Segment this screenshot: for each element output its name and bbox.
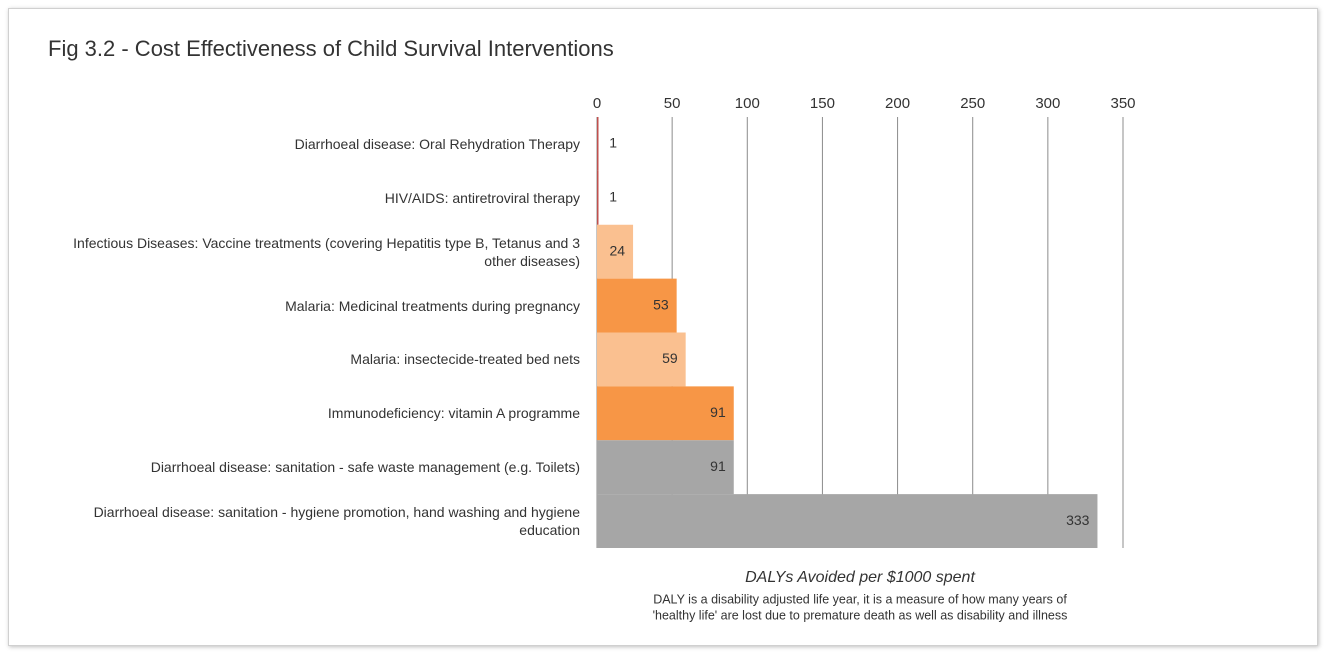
bar	[597, 332, 686, 387]
data-label: 91	[710, 404, 726, 420]
x-tick-label: 150	[810, 95, 835, 112]
bar	[597, 386, 734, 441]
y-tick-label: Malaria: insectecide-treated bed nets	[350, 351, 580, 368]
data-label: 24	[609, 242, 625, 258]
x-tick-label: 250	[960, 95, 985, 112]
bar	[597, 170, 599, 225]
y-tick-label: Malaria: Medicinal treatments during pre…	[285, 297, 580, 314]
x-tick-label: 0	[593, 95, 601, 112]
x-tick-label: 200	[885, 95, 910, 112]
x-axis-title: DALYs Avoided per $1000 spent	[745, 569, 975, 586]
data-label: 53	[653, 296, 669, 312]
y-tick-label: HIV/AIDS: antiretroviral therapy	[384, 189, 580, 206]
y-tick-label: Diarrhoeal disease: Oral Rehydration The…	[294, 135, 580, 152]
chart-title: Fig 3.2 - Cost Effectiveness of Child Su…	[48, 36, 614, 61]
note-line: 'healthy life' are lost due to premature…	[653, 608, 1068, 622]
x-tick-label: 50	[664, 95, 681, 112]
x-tick-label: 350	[1110, 95, 1135, 112]
bar	[597, 224, 634, 279]
y-tick-label: Immunodeficiency: vitamin A programme	[327, 405, 580, 422]
y-tick-label: Diarrhoeal disease: sanitation - safe wa…	[150, 459, 580, 476]
y-tick-label: Diarrhoeal disease: sanitation - hygiene…	[93, 504, 580, 539]
data-label: 1	[609, 189, 617, 205]
note-line: DALY is a disability adjusted life year,…	[653, 592, 1067, 606]
bar	[597, 117, 599, 171]
data-label: 1	[609, 135, 617, 151]
x-tick-label: 100	[735, 95, 760, 112]
x-tick-label: 300	[1035, 95, 1060, 112]
y-tick-label: Infectious Diseases: Vaccine treatments …	[73, 234, 580, 269]
data-label: 333	[1066, 512, 1090, 528]
bar	[597, 440, 734, 495]
data-label: 91	[710, 458, 726, 474]
bar	[597, 278, 677, 333]
bar	[597, 494, 1098, 548]
data-label: 59	[662, 350, 678, 366]
